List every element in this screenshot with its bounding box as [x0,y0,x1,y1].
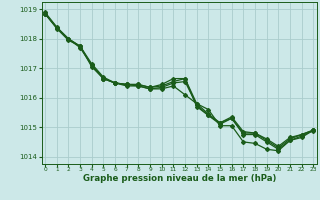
X-axis label: Graphe pression niveau de la mer (hPa): Graphe pression niveau de la mer (hPa) [83,174,276,183]
